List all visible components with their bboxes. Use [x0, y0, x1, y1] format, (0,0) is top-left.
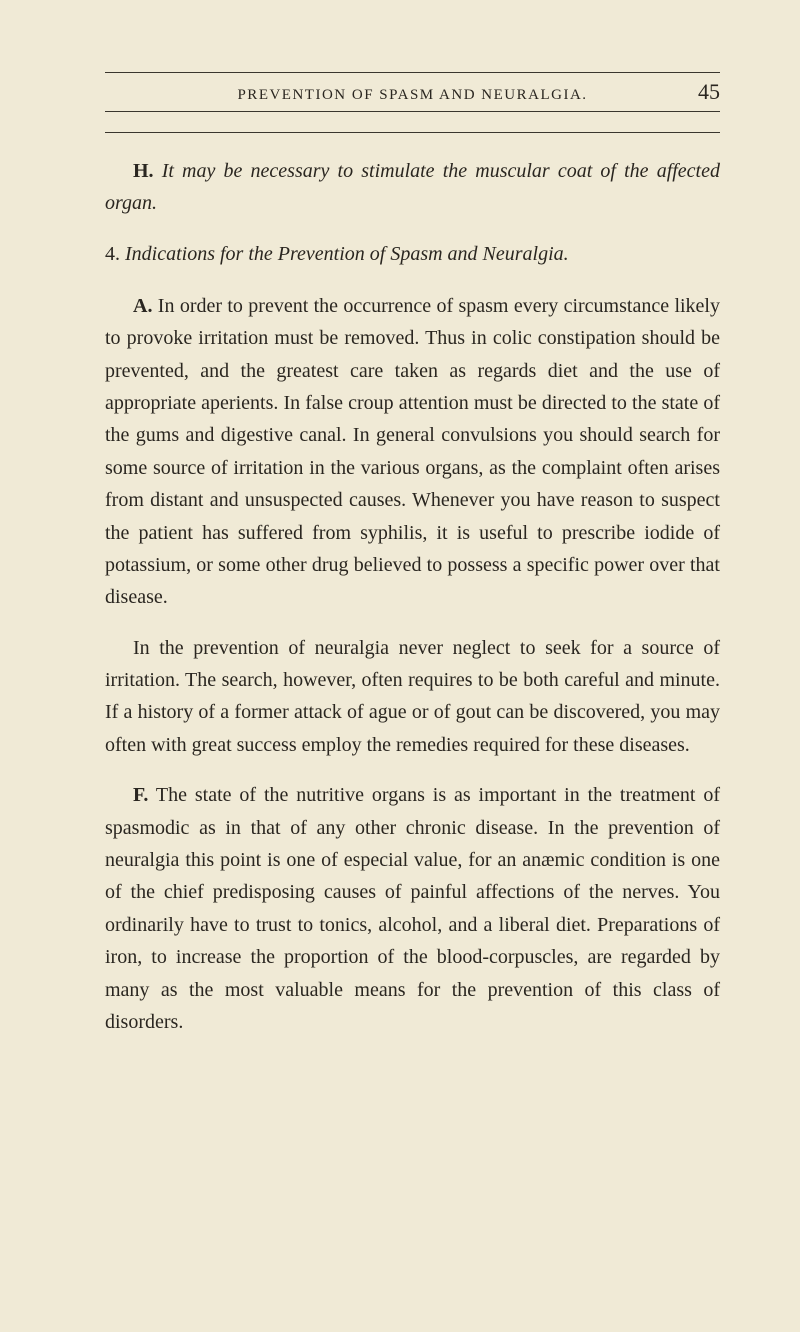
- body-a: In order to prevent the occurrence of sp…: [105, 295, 720, 609]
- paragraph-a2: In the prevention of neuralgia never neg…: [105, 632, 720, 762]
- paragraph-h: H. It may be necessary to stimulate the …: [105, 155, 720, 220]
- section-heading: 4. Indications for the Prevention of Spa…: [105, 238, 720, 270]
- lead-a: A.: [133, 295, 152, 317]
- section-title: Indications for the Prevention of Spasm …: [125, 243, 569, 265]
- lead-h: H.: [133, 160, 154, 182]
- section-number: 4.: [105, 243, 120, 265]
- header-inner-rule: [105, 132, 720, 133]
- running-title: PREVENTION OF SPASM AND NEURALGIA.: [147, 87, 678, 104]
- body-a2: In the prevention of neuralgia never neg…: [105, 637, 720, 756]
- italic-h-text: It may be necessary to stimulate the mus…: [105, 160, 720, 214]
- page-number: 45: [678, 79, 720, 105]
- paragraph-a: A. In order to prevent the occurrence of…: [105, 290, 720, 614]
- lead-f: F.: [133, 784, 148, 806]
- page-container: PREVENTION OF SPASM AND NEURALGIA. 45 H.…: [0, 0, 800, 1332]
- body-f: The state of the nutritive organs is as …: [105, 784, 720, 1033]
- paragraph-f: F. The state of the nutritive organs is …: [105, 779, 720, 1038]
- running-head: PREVENTION OF SPASM AND NEURALGIA. 45: [105, 72, 720, 112]
